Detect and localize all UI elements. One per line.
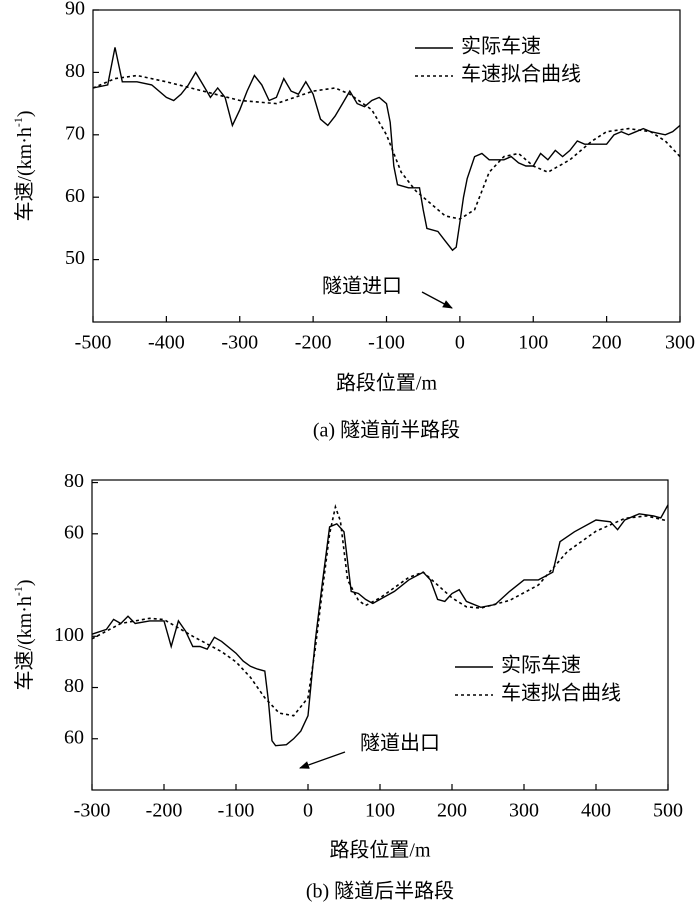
x-axis-label: 路段位置/m (329, 839, 431, 862)
annotation-arrow (299, 751, 346, 769)
x-tick-label: -200 (146, 800, 183, 822)
y-tick-label: 60 (64, 726, 84, 748)
x-tick-label: -400 (148, 332, 185, 354)
y-axis-label-part: -1 (11, 586, 25, 596)
x-tick-label: 300 (665, 332, 695, 354)
caption: (a) 隧道前半路段 (313, 419, 460, 442)
x-tick-label: -300 (221, 332, 258, 354)
x-tick-label: -100 (368, 332, 405, 354)
data-line (92, 47, 681, 252)
y-tick-label: 70 (65, 122, 85, 144)
data-line (91, 504, 669, 747)
y-axis-label: 车速/(km·h-1) (11, 110, 36, 221)
y-tick-label: 80 (64, 675, 84, 697)
y-axis-label-part: -1 (11, 117, 25, 127)
y-tick-label: 90 (65, 0, 85, 20)
data-line (92, 74, 681, 220)
x-tick-label: -300 (74, 800, 111, 822)
x-tick-label: 100 (518, 332, 548, 354)
x-tick-label: 0 (455, 332, 465, 354)
y-axis-label-part: ) (14, 110, 36, 117)
x-tick-label: 200 (592, 332, 622, 354)
x-tick-label: 100 (365, 800, 395, 822)
y-axis-label-part: 车速/(km·h (13, 596, 36, 690)
y-tick-label: 50 (65, 247, 85, 269)
caption: (b) 隧道后半路段 (306, 880, 454, 903)
x-tick-label: 0 (303, 800, 313, 822)
annotation: 隧道出口 (360, 732, 440, 755)
y-axis-label-part: 车速/(km·h (13, 127, 36, 221)
y-axis-label-part: ) (14, 579, 36, 586)
y-tick-label: 80 (65, 60, 85, 82)
y-tick-label: 60 (65, 185, 85, 207)
data-line (91, 503, 669, 717)
y-tick-label: 60 (64, 521, 84, 543)
x-tick-label: -100 (218, 800, 255, 822)
x-tick-label: 300 (509, 800, 539, 822)
annotation-arrow (421, 291, 453, 309)
legend-label: 实际车速 (461, 35, 541, 58)
x-tick-label: 200 (437, 800, 467, 822)
x-tick-label: 400 (581, 800, 611, 822)
x-tick-label: -200 (295, 332, 332, 354)
y-axis-label: 车速/(km·h-1) (11, 579, 36, 690)
x-tick-label: -500 (75, 332, 112, 354)
y-tick-label: 100 (54, 624, 84, 646)
annotation: 隧道进口 (322, 275, 402, 298)
legend-label: 车速拟合曲线 (501, 682, 621, 705)
y-tick-label: 80 (64, 470, 84, 492)
legend-label: 实际车速 (501, 654, 581, 677)
x-tick-label: 500 (653, 800, 683, 822)
x-axis-label: 路段位置/m (336, 372, 438, 395)
legend-label: 车速拟合曲线 (461, 63, 581, 86)
